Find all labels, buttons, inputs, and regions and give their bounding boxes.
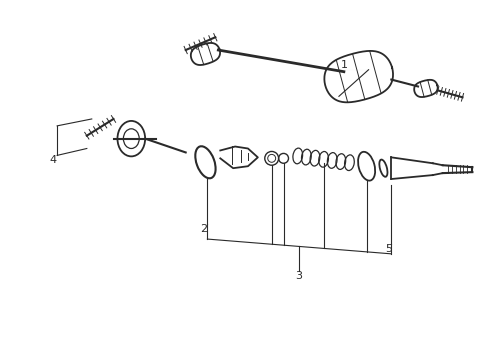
Text: 2: 2 xyxy=(200,224,208,234)
Text: 4: 4 xyxy=(49,155,56,165)
Text: 1: 1 xyxy=(341,60,348,70)
Text: 5: 5 xyxy=(386,244,392,254)
Text: 3: 3 xyxy=(295,271,302,282)
